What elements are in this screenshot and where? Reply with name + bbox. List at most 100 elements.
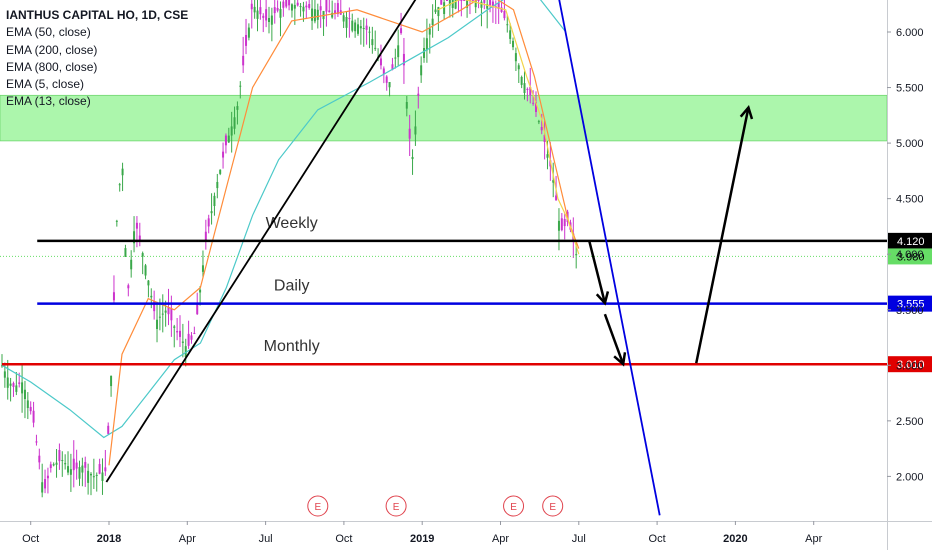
price-tag-daily (887, 295, 932, 312)
y-tick-label: 2.000 (896, 471, 924, 483)
candle-body (480, 1, 483, 8)
candle-body (75, 462, 78, 469)
candle-body (299, 6, 302, 8)
candle-body (256, 10, 259, 19)
candle-body (463, 0, 466, 1)
y-tick-label: 5.000 (896, 138, 924, 150)
earnings-label-4: E (549, 502, 556, 513)
candle-body (417, 93, 420, 96)
candle-body (517, 65, 520, 70)
candle-body (434, 9, 437, 13)
candle-body (115, 220, 118, 222)
candle-body (460, 0, 463, 1)
trendline-black (105, 0, 417, 483)
legend-item-ema50[interactable]: EMA (50, close) (6, 25, 91, 40)
candle-body (210, 211, 213, 214)
candle-body (537, 121, 540, 123)
candle-body (365, 25, 368, 30)
x-tick-label: Oct (22, 533, 39, 545)
candle-body (285, 0, 288, 7)
legend-item-ema5[interactable]: EMA (5, close) (6, 77, 85, 92)
level-label-daily: Daily (274, 278, 310, 295)
candle-body (138, 235, 141, 241)
y-tick-label: 3.500 (896, 305, 924, 317)
current-price-tag (887, 248, 932, 265)
candle-body (356, 24, 359, 34)
candle-body (187, 333, 190, 346)
candle-body (107, 425, 110, 434)
candle-body (121, 168, 124, 176)
y-tick-label: 6.000 (896, 27, 924, 39)
candle-body (81, 465, 84, 473)
candle-body (227, 135, 230, 143)
candle-body (368, 31, 371, 33)
candle-body (313, 9, 316, 22)
candle-body (164, 310, 167, 313)
candle-body (213, 195, 216, 207)
candle-body (12, 383, 15, 387)
candle-body (44, 479, 47, 489)
candle-body (236, 106, 239, 110)
x-tick-label: Apr (805, 533, 822, 545)
candle-body (471, 0, 474, 1)
legend-item-ema200[interactable]: EMA (200, close) (6, 42, 98, 57)
candle-body (112, 292, 115, 301)
candle-body (328, 10, 331, 13)
candle-body (342, 15, 345, 22)
candle-body (219, 169, 222, 174)
candle-body (402, 53, 405, 66)
x-tick-label: 2018 (97, 533, 121, 545)
legend-item-ema800[interactable]: EMA (800, close) (6, 59, 98, 74)
candle-body (259, 7, 262, 15)
candle-body (253, 6, 256, 13)
candle-body (345, 17, 348, 28)
candle-body (371, 39, 374, 46)
candle-body (443, 2, 446, 15)
candle-body (451, 0, 454, 8)
candle-body (150, 295, 153, 298)
x-tick-label: Jul (259, 533, 273, 545)
candle-body (18, 382, 21, 384)
candle-body (23, 389, 26, 400)
candle-body (445, 0, 448, 1)
candle-body (520, 76, 523, 85)
x-tick-label: Apr (492, 533, 509, 545)
candle-body (242, 55, 245, 66)
price-tag-weekly (887, 232, 932, 249)
resistance-zone (0, 94, 888, 142)
candle-body (55, 462, 58, 465)
candle-body (316, 9, 319, 20)
candle-body (405, 101, 408, 109)
candle-body (282, 1, 285, 8)
earnings-marker-4 (542, 495, 564, 517)
candle-body (354, 22, 357, 32)
candle-body (414, 126, 417, 135)
candle-body (84, 461, 87, 468)
level-label-weekly: Weekly (266, 215, 318, 232)
candle-body (555, 195, 558, 201)
candle-body (9, 383, 12, 386)
legend-item-ema13[interactable]: EMA (13, close) (6, 94, 91, 109)
candle-body (497, 2, 500, 10)
candle-body (21, 382, 24, 394)
candle-body (296, 2, 299, 6)
candle-body (35, 441, 38, 443)
candle-body (49, 464, 52, 469)
candle-body (391, 64, 394, 70)
candle-body (58, 449, 61, 462)
candle-body (135, 222, 138, 229)
candle-body (302, 6, 305, 12)
candle-body (382, 68, 385, 75)
candle-body (250, 3, 253, 10)
candle-body (279, 9, 282, 18)
candle-body (563, 219, 566, 227)
candle-body (483, 0, 486, 3)
candle-body (408, 128, 411, 139)
candle-body (506, 24, 509, 26)
earnings-label-3: E (510, 502, 517, 513)
candle-body (270, 15, 273, 25)
candle-body (98, 464, 101, 474)
candle-body (431, 18, 434, 26)
candle-body (69, 469, 72, 475)
